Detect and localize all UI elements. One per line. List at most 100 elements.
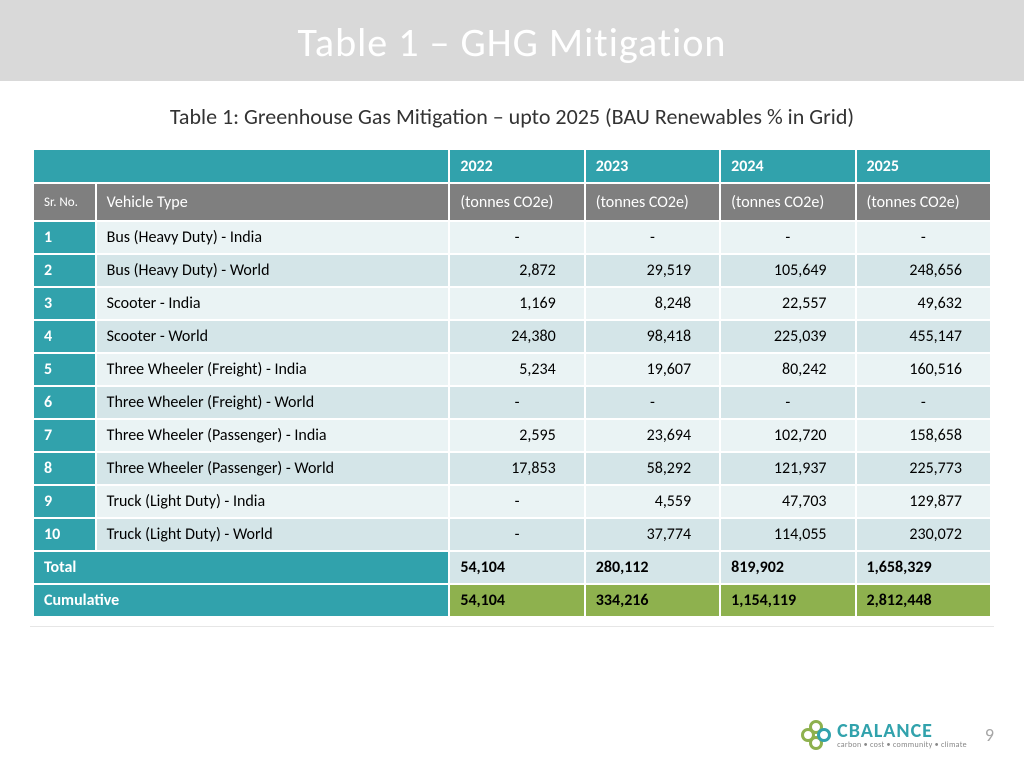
sr-no-cell: 6	[33, 386, 96, 419]
value-cell: -	[585, 386, 720, 419]
total-row: Total 54,104 280,112 819,902 1,658,329	[33, 551, 991, 584]
value-cell: 22,557	[720, 287, 855, 320]
value-cell: 105,649	[720, 254, 855, 287]
value-cell: 58,292	[585, 452, 720, 485]
ghg-table-container: 2022 2023 2024 2025 Sr. No. Vehicle Type…	[32, 148, 992, 618]
vehicle-type-cell: Scooter - India	[96, 287, 450, 320]
value-cell: -	[720, 221, 855, 254]
cumulative-2024: 1,154,119	[720, 584, 855, 617]
value-cell: 102,720	[720, 419, 855, 452]
cbalance-logo: CBALANCE carbon • cost • community • cli…	[801, 720, 967, 750]
value-cell: -	[856, 386, 991, 419]
slide-title-bar: Table 1 – GHG Mitigation	[0, 0, 1024, 81]
vehicle-type-cell: Scooter - World	[96, 320, 450, 353]
value-cell: -	[720, 386, 855, 419]
value-cell: 1,169	[449, 287, 584, 320]
slide-footer: CBALANCE carbon • cost • community • cli…	[801, 720, 994, 750]
value-cell: 37,774	[585, 518, 720, 551]
sr-no-cell: 4	[33, 320, 96, 353]
vehicle-type-cell: Three Wheeler (Freight) - India	[96, 353, 450, 386]
logo-text-tagline: carbon • cost • community • climate	[837, 741, 967, 749]
sr-no-cell: 2	[33, 254, 96, 287]
table-row: 8Three Wheeler (Passenger) - World17,853…	[33, 452, 991, 485]
value-cell: -	[449, 518, 584, 551]
value-cell: 47,703	[720, 485, 855, 518]
table-row: 7Three Wheeler (Passenger) - India2,5952…	[33, 419, 991, 452]
table-subtitle: Table 1: Greenhouse Gas Mitigation – upt…	[0, 103, 1024, 130]
sr-no-header: Sr. No.	[33, 183, 96, 221]
table-row: 5Three Wheeler (Freight) - India5,23419,…	[33, 353, 991, 386]
vehicle-type-cell: Bus (Heavy Duty) - World	[96, 254, 450, 287]
value-cell: 455,147	[856, 320, 991, 353]
unit-2024: (tonnes CO2e)	[720, 183, 855, 221]
total-label: Total	[33, 551, 449, 584]
total-2024: 819,902	[720, 551, 855, 584]
value-cell: 114,055	[720, 518, 855, 551]
sr-no-cell: 7	[33, 419, 96, 452]
year-2024: 2024	[720, 149, 855, 183]
value-cell: 2,595	[449, 419, 584, 452]
value-cell: -	[856, 221, 991, 254]
table-row: 4Scooter - World24,38098,418225,039455,1…	[33, 320, 991, 353]
ghg-mitigation-table: 2022 2023 2024 2025 Sr. No. Vehicle Type…	[32, 148, 992, 618]
value-cell: 17,853	[449, 452, 584, 485]
value-cell: 248,656	[856, 254, 991, 287]
value-cell: 4,559	[585, 485, 720, 518]
unit-2025: (tonnes CO2e)	[856, 183, 991, 221]
unit-2022: (tonnes CO2e)	[449, 183, 584, 221]
total-2023: 280,112	[585, 551, 720, 584]
total-2025: 1,658,329	[856, 551, 991, 584]
sr-no-cell: 9	[33, 485, 96, 518]
vehicle-type-cell: Truck (Light Duty) - India	[96, 485, 450, 518]
table-row: 3Scooter - India1,1698,24822,55749,632	[33, 287, 991, 320]
vehicle-type-cell: Three Wheeler (Passenger) - World	[96, 452, 450, 485]
cumulative-2025: 2,812,448	[856, 584, 991, 617]
sr-no-cell: 8	[33, 452, 96, 485]
sr-no-cell: 1	[33, 221, 96, 254]
vehicle-type-cell: Truck (Light Duty) - World	[96, 518, 450, 551]
footer-divider	[30, 626, 994, 627]
vehicle-type-cell: Three Wheeler (Passenger) - India	[96, 419, 450, 452]
table-row: 1Bus (Heavy Duty) - India----	[33, 221, 991, 254]
value-cell: 24,380	[449, 320, 584, 353]
unit-header-row: Sr. No. Vehicle Type (tonnes CO2e) (tonn…	[33, 183, 991, 221]
value-cell: 23,694	[585, 419, 720, 452]
total-2022: 54,104	[449, 551, 584, 584]
value-cell: -	[449, 485, 584, 518]
value-cell: -	[585, 221, 720, 254]
cumulative-2023: 334,216	[585, 584, 720, 617]
logo-clover-icon	[801, 720, 831, 750]
slide-title: Table 1 – GHG Mitigation	[298, 18, 727, 67]
logo-text-main: CBALANCE	[837, 721, 967, 741]
value-cell: 225,039	[720, 320, 855, 353]
value-cell: -	[449, 386, 584, 419]
table-row: 10Truck (Light Duty) - World-37,774114,0…	[33, 518, 991, 551]
sr-no-cell: 3	[33, 287, 96, 320]
value-cell: 19,607	[585, 353, 720, 386]
cumulative-label: Cumulative	[33, 584, 449, 617]
value-cell: 121,937	[720, 452, 855, 485]
value-cell: 2,872	[449, 254, 584, 287]
year-header-row: 2022 2023 2024 2025	[33, 149, 991, 183]
value-cell: 225,773	[856, 452, 991, 485]
vehicle-type-cell: Three Wheeler (Freight) - World	[96, 386, 450, 419]
value-cell: 80,242	[720, 353, 855, 386]
page-number: 9	[985, 724, 994, 746]
value-cell: 129,877	[856, 485, 991, 518]
table-row: 9Truck (Light Duty) - India-4,55947,7031…	[33, 485, 991, 518]
table-row: 6Three Wheeler (Freight) - World----	[33, 386, 991, 419]
value-cell: 29,519	[585, 254, 720, 287]
value-cell: 8,248	[585, 287, 720, 320]
vehicle-type-cell: Bus (Heavy Duty) - India	[96, 221, 450, 254]
value-cell: -	[449, 221, 584, 254]
value-cell: 160,516	[856, 353, 991, 386]
value-cell: 98,418	[585, 320, 720, 353]
value-cell: 230,072	[856, 518, 991, 551]
value-cell: 5,234	[449, 353, 584, 386]
table-row: 2Bus (Heavy Duty) - World2,87229,519105,…	[33, 254, 991, 287]
sr-no-cell: 10	[33, 518, 96, 551]
value-cell: 49,632	[856, 287, 991, 320]
value-cell: 158,658	[856, 419, 991, 452]
cumulative-row: Cumulative 54,104 334,216 1,154,119 2,81…	[33, 584, 991, 617]
year-2023: 2023	[585, 149, 720, 183]
